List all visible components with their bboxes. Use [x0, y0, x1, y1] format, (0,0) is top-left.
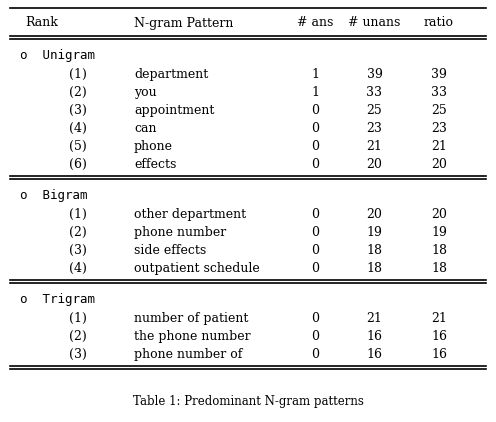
Text: 19: 19: [431, 226, 447, 239]
Text: (6): (6): [69, 158, 87, 171]
Text: (2): (2): [69, 87, 87, 100]
Text: 20: 20: [367, 208, 382, 222]
Text: 0: 0: [311, 262, 319, 276]
Text: 23: 23: [431, 122, 447, 135]
Text: phone: phone: [134, 141, 173, 154]
Text: o  Trigram: o Trigram: [20, 293, 95, 306]
Text: 21: 21: [367, 312, 382, 325]
Text: # unans: # unans: [348, 16, 401, 30]
Text: number of patient: number of patient: [134, 312, 248, 325]
Text: 1: 1: [311, 87, 319, 100]
Text: you: you: [134, 87, 157, 100]
Text: Table 1: Predominant N-gram patterns: Table 1: Predominant N-gram patterns: [132, 395, 364, 408]
Text: 25: 25: [367, 104, 382, 117]
Text: 18: 18: [367, 262, 382, 276]
Text: 0: 0: [311, 312, 319, 325]
Text: outpatient schedule: outpatient schedule: [134, 262, 260, 276]
Text: N-gram Pattern: N-gram Pattern: [134, 16, 233, 30]
Text: (4): (4): [69, 262, 87, 276]
Text: 16: 16: [367, 330, 382, 344]
Text: 21: 21: [431, 312, 447, 325]
Text: 33: 33: [367, 87, 382, 100]
Text: (4): (4): [69, 122, 87, 135]
Text: 33: 33: [431, 87, 447, 100]
Text: 16: 16: [431, 330, 447, 344]
Text: 16: 16: [367, 349, 382, 361]
Text: 21: 21: [431, 141, 447, 154]
Text: # ans: # ans: [297, 16, 333, 30]
Text: 18: 18: [431, 262, 447, 276]
Text: 0: 0: [311, 158, 319, 171]
Text: 0: 0: [311, 349, 319, 361]
Text: 1: 1: [311, 68, 319, 81]
Text: ratio: ratio: [424, 16, 454, 30]
Text: phone number of: phone number of: [134, 349, 242, 361]
Text: 0: 0: [311, 104, 319, 117]
Text: other department: other department: [134, 208, 246, 222]
Text: Rank: Rank: [25, 16, 58, 30]
Text: (1): (1): [69, 312, 87, 325]
Text: 18: 18: [431, 244, 447, 257]
Text: 20: 20: [367, 158, 382, 171]
Text: (2): (2): [69, 226, 87, 239]
Text: (2): (2): [69, 330, 87, 344]
Text: 0: 0: [311, 208, 319, 222]
Text: 0: 0: [311, 330, 319, 344]
Text: 0: 0: [311, 244, 319, 257]
Text: 39: 39: [367, 68, 382, 81]
Text: 39: 39: [431, 68, 447, 81]
Text: department: department: [134, 68, 208, 81]
Text: 20: 20: [431, 208, 447, 222]
Text: 0: 0: [311, 141, 319, 154]
Text: 0: 0: [311, 226, 319, 239]
Text: 16: 16: [431, 349, 447, 361]
Text: 20: 20: [431, 158, 447, 171]
Text: side effects: side effects: [134, 244, 206, 257]
Text: o  Unigram: o Unigram: [20, 49, 95, 62]
Text: 25: 25: [431, 104, 447, 117]
Text: o  Bigram: o Bigram: [20, 189, 87, 203]
Text: 21: 21: [367, 141, 382, 154]
Text: 18: 18: [367, 244, 382, 257]
Text: (1): (1): [69, 68, 87, 81]
Text: can: can: [134, 122, 156, 135]
Text: appointment: appointment: [134, 104, 214, 117]
Text: phone number: phone number: [134, 226, 226, 239]
Text: 23: 23: [367, 122, 382, 135]
Text: 0: 0: [311, 122, 319, 135]
Text: (3): (3): [69, 244, 87, 257]
Text: 19: 19: [367, 226, 382, 239]
Text: (3): (3): [69, 349, 87, 361]
Text: the phone number: the phone number: [134, 330, 250, 344]
Text: (1): (1): [69, 208, 87, 222]
Text: (5): (5): [69, 141, 87, 154]
Text: (3): (3): [69, 104, 87, 117]
Text: effects: effects: [134, 158, 176, 171]
